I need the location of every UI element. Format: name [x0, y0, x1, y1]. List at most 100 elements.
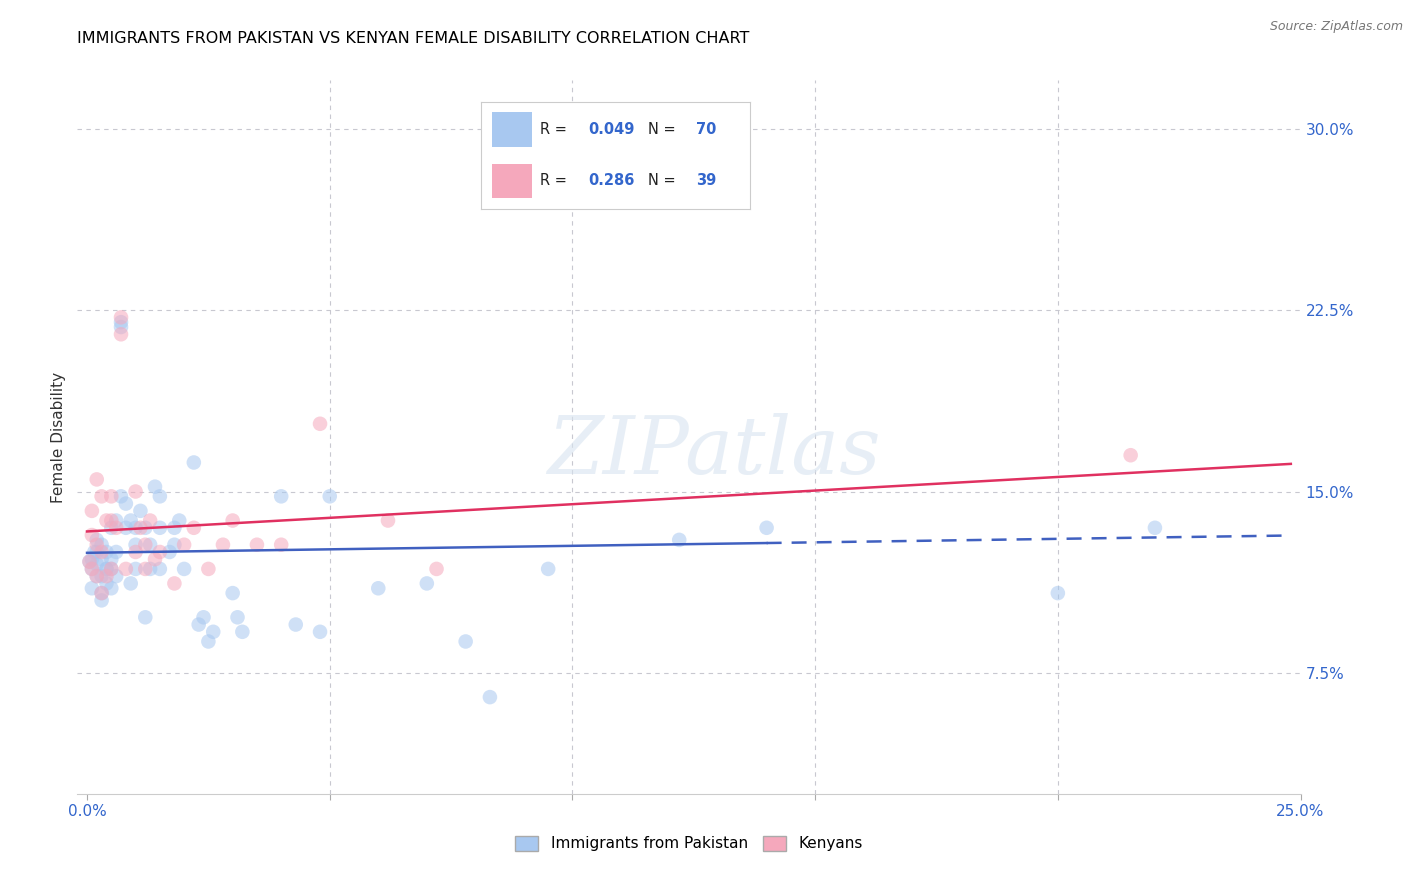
Point	[86, 557, 108, 571]
Point	[193, 610, 215, 624]
Point	[129, 504, 152, 518]
Point	[134, 562, 156, 576]
Point	[90, 569, 112, 583]
Point	[96, 514, 118, 528]
Point	[120, 576, 142, 591]
Legend: Immigrants from Pakistan, Kenyans: Immigrants from Pakistan, Kenyans	[509, 830, 869, 857]
Point	[120, 514, 142, 528]
Point	[80, 552, 103, 566]
Point	[478, 690, 501, 705]
Point	[90, 552, 112, 566]
Point	[134, 521, 156, 535]
Point	[143, 480, 166, 494]
Point	[537, 562, 560, 576]
Point	[100, 521, 122, 535]
Point	[124, 562, 146, 576]
Point	[79, 555, 101, 569]
Point	[124, 538, 146, 552]
Point	[246, 538, 269, 552]
Point	[149, 489, 172, 503]
Point	[96, 576, 118, 591]
Point	[110, 327, 132, 342]
Point	[96, 569, 118, 583]
Point	[377, 514, 399, 528]
Point	[90, 489, 112, 503]
Point	[139, 562, 162, 576]
Point	[149, 521, 172, 535]
Point	[1143, 521, 1166, 535]
Point	[96, 562, 118, 576]
Point	[110, 310, 132, 325]
Point	[416, 576, 439, 591]
Point	[231, 624, 253, 639]
Point	[159, 545, 181, 559]
Point	[284, 617, 307, 632]
Point	[668, 533, 690, 547]
Point	[163, 576, 186, 591]
Point	[105, 521, 128, 535]
Point	[80, 562, 103, 576]
Point	[124, 484, 146, 499]
Point	[100, 552, 122, 566]
Point	[425, 562, 447, 576]
Point	[115, 562, 138, 576]
Point	[80, 581, 103, 595]
Point	[143, 552, 166, 566]
Point	[149, 562, 172, 576]
Point	[115, 521, 138, 535]
Point	[105, 545, 128, 559]
Point	[197, 634, 219, 648]
Point	[367, 581, 389, 595]
Point	[90, 538, 112, 552]
Point	[129, 521, 152, 535]
Point	[110, 315, 132, 329]
Point	[221, 514, 243, 528]
Point	[319, 489, 342, 503]
Point	[100, 489, 122, 503]
Point	[86, 569, 108, 583]
Point	[1046, 586, 1069, 600]
Point	[110, 320, 132, 334]
Point	[163, 538, 186, 552]
Point	[96, 545, 118, 559]
Point	[173, 562, 195, 576]
Point	[634, 182, 657, 196]
Point	[197, 562, 219, 576]
Point	[86, 569, 108, 583]
Point	[90, 593, 112, 607]
Point	[169, 514, 191, 528]
Point	[96, 562, 118, 576]
Text: IMMIGRANTS FROM PAKISTAN VS KENYAN FEMALE DISABILITY CORRELATION CHART: IMMIGRANTS FROM PAKISTAN VS KENYAN FEMAL…	[77, 31, 749, 46]
Point	[80, 562, 103, 576]
Point	[115, 497, 138, 511]
Point	[86, 472, 108, 486]
Point	[187, 617, 209, 632]
Point	[1119, 448, 1142, 462]
Point	[90, 586, 112, 600]
Point	[124, 521, 146, 535]
Point	[100, 514, 122, 528]
Point	[183, 521, 205, 535]
Point	[139, 538, 162, 552]
Point	[86, 538, 108, 552]
Text: ZIPatlas: ZIPatlas	[547, 413, 880, 490]
Point	[83, 545, 105, 559]
Point	[80, 528, 103, 542]
Point	[270, 538, 292, 552]
Point	[80, 504, 103, 518]
Point	[105, 514, 128, 528]
Point	[100, 581, 122, 595]
Point	[173, 538, 195, 552]
Point	[270, 489, 292, 503]
Point	[105, 569, 128, 583]
Point	[149, 545, 172, 559]
Point	[100, 562, 122, 576]
Point	[124, 545, 146, 559]
Point	[454, 634, 477, 648]
Point	[221, 586, 243, 600]
Point	[163, 521, 186, 535]
Point	[212, 538, 235, 552]
Point	[86, 545, 108, 559]
Point	[110, 489, 132, 503]
Point	[100, 562, 122, 576]
